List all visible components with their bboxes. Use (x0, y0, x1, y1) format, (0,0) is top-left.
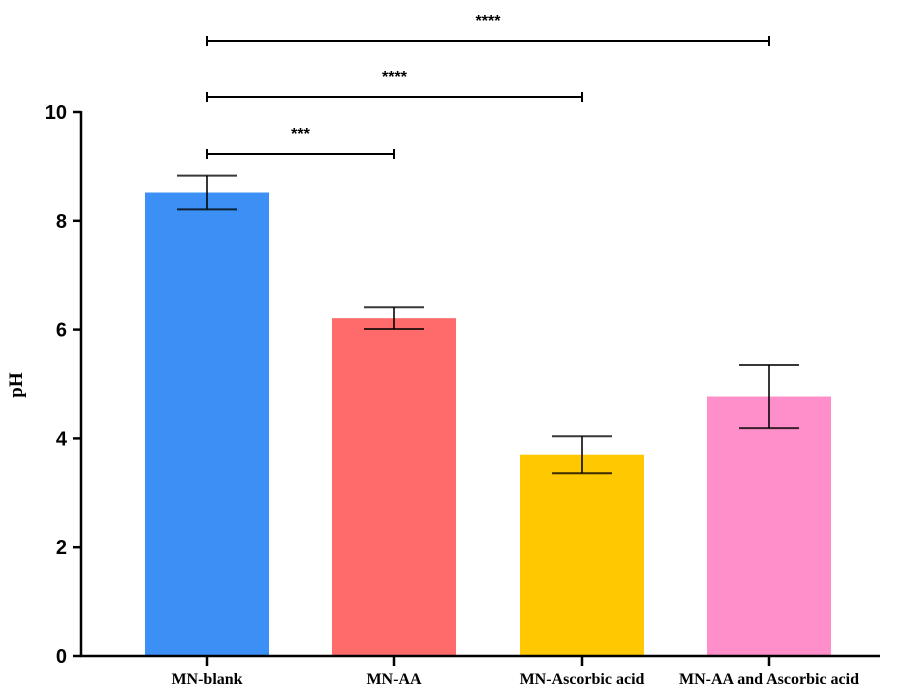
category-label-2: MN-AA (366, 671, 422, 688)
y-axis-label: pH (6, 372, 27, 398)
y-tick-label-6: 6 (56, 320, 67, 342)
significance-label-2: **** (382, 69, 408, 86)
y-tick-label-0: 0 (56, 646, 67, 668)
y-tick-label-4: 4 (56, 428, 68, 450)
bar-3 (520, 454, 644, 656)
y-tick-label-2: 2 (56, 537, 67, 559)
significance-label-1: *** (291, 126, 310, 143)
category-label-3: MN-Ascorbic acid (520, 671, 645, 688)
y-tick-label-8: 8 (56, 211, 67, 233)
significance-label-3: **** (476, 13, 502, 30)
category-label-1: MN-blank (171, 671, 242, 688)
y-tick-label-10: 10 (45, 102, 67, 124)
bar-4 (707, 396, 831, 656)
bar-1 (145, 192, 269, 656)
category-label-4: MN-AA and Ascorbic acid (679, 671, 859, 688)
bar-2 (332, 318, 456, 656)
